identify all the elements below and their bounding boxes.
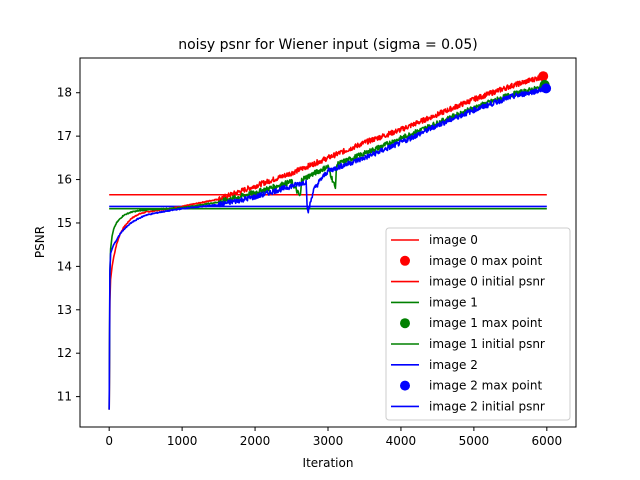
- chart-title: noisy psnr for Wiener input (sigma = 0.0…: [178, 37, 478, 53]
- legend-label: image 1: [429, 295, 478, 309]
- legend-label: image 2 max point: [429, 379, 542, 393]
- y-axis-label: PSNR: [33, 226, 47, 258]
- y-tick-label: 13: [57, 303, 72, 317]
- y-tick-label: 17: [57, 129, 72, 143]
- x-axis-label: Iteration: [303, 456, 354, 470]
- y-tick-label: 15: [57, 216, 72, 230]
- legend-label: image 0 max point: [429, 254, 542, 268]
- x-tick-label: 4000: [386, 434, 417, 448]
- legend-label: image 0 initial psnr: [429, 275, 545, 289]
- legend-label: image 2: [429, 358, 478, 372]
- legend-marker: [400, 318, 410, 329]
- x-tick-label: 1000: [167, 434, 198, 448]
- series-image-2-max-point: [541, 83, 552, 94]
- x-tick-label: 5000: [459, 434, 490, 448]
- legend-marker: [400, 380, 410, 391]
- y-tick-label: 14: [57, 259, 72, 273]
- y-tick-label: 16: [57, 173, 72, 187]
- y-tick-label: 12: [57, 346, 72, 360]
- x-tick-label: 3000: [313, 434, 344, 448]
- legend-marker: [400, 255, 410, 266]
- legend-label: image 1 max point: [429, 316, 542, 330]
- legend-label: image 0: [429, 233, 478, 247]
- x-tick-label: 2000: [240, 434, 271, 448]
- x-tick-label: 0: [105, 434, 113, 448]
- legend-label: image 1 initial psnr: [429, 337, 545, 351]
- y-tick-label: 11: [57, 390, 72, 404]
- series-image-0-max-point: [538, 71, 549, 82]
- x-tick-label: 6000: [532, 434, 563, 448]
- legend: image 0 image 0 max point image 0 initial …: [385, 227, 571, 421]
- legend-box: [385, 227, 571, 421]
- series-image-2: [108, 85, 548, 410]
- y-tick-label: 18: [57, 86, 72, 100]
- legend-label: image 2 initial psnr: [429, 399, 545, 413]
